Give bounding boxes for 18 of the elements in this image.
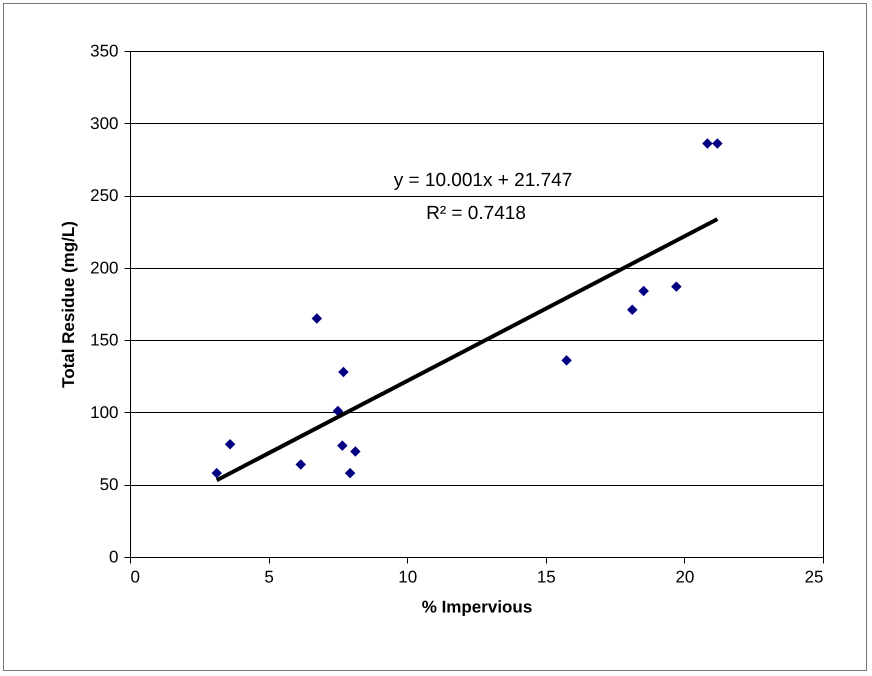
- y-tick-label: 0: [109, 548, 118, 566]
- y-tick-label: 300: [90, 114, 118, 133]
- x-axis-title: % Impervious: [422, 598, 532, 616]
- x-tick-label: 5: [264, 568, 274, 586]
- y-tick-label: 100: [90, 402, 118, 422]
- x-tick-label: 0: [130, 568, 140, 586]
- x-tick-label: 15: [536, 568, 556, 586]
- y-tick-label: 250: [90, 186, 118, 206]
- y-axis-title: Total Residue (mg/L): [59, 221, 78, 388]
- x-tick-label: 25: [804, 568, 824, 586]
- y-tick-label: 200: [90, 258, 118, 278]
- x-tick-label: 10: [398, 568, 418, 586]
- annotation: R² = 0.7418: [426, 203, 526, 224]
- y-tick-label: 350: [90, 42, 118, 60]
- y-tick-label: 50: [100, 475, 118, 494]
- annotation: y = 10.001x + 21.747: [394, 170, 572, 191]
- y-tick-label: 150: [90, 330, 118, 350]
- x-tick-label: 20: [675, 568, 694, 586]
